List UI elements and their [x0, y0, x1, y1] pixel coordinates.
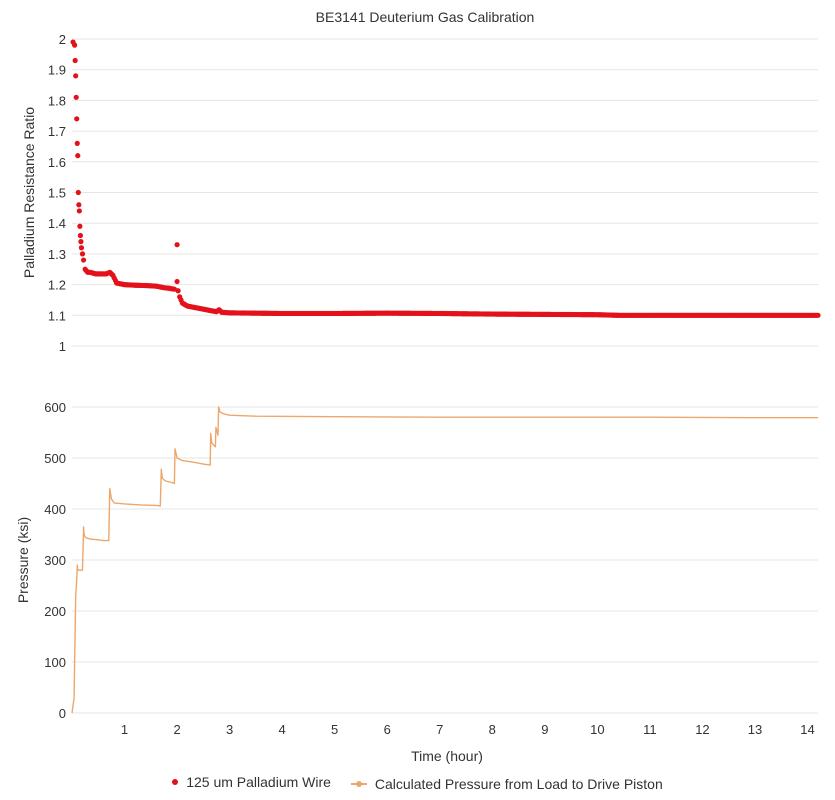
data-point: [77, 223, 83, 229]
top-y-axis-label: Palladium Resistance Ratio: [21, 107, 37, 278]
y-tick-label: 1.8: [48, 93, 66, 108]
data-point: [78, 245, 85, 251]
data-point: [75, 189, 81, 196]
data-point: [74, 116, 80, 122]
y-tick-label: 500: [44, 451, 66, 466]
data-point: [72, 42, 78, 48]
top-panel-gridlines: [72, 38, 818, 347]
data-point: [175, 288, 181, 294]
y-tick-label: 1.5: [48, 186, 66, 201]
legend-item-pressure[interactable]: Calculated Pressure from Load to Drive P…: [350, 776, 663, 792]
y-tick-label: 0: [59, 706, 66, 721]
x-tick-label: 1: [121, 722, 128, 737]
y-tick-label: 1.7: [48, 124, 66, 139]
data-point: [73, 73, 79, 79]
legend-label: Calculated Pressure from Load to Drive P…: [374, 776, 663, 792]
legend-item-palladium-wire[interactable]: 125 um Palladium Wire: [172, 774, 331, 790]
x-tick-label: 6: [384, 722, 391, 737]
bottom-panel-gridlines: [72, 406, 818, 714]
data-point: [76, 202, 82, 208]
x-tick-label: 14: [800, 722, 814, 737]
y-tick-label: 1.4: [48, 216, 66, 231]
y-tick-label: 300: [44, 553, 66, 568]
data-point: [74, 140, 80, 146]
y-tick-label: 1.1: [48, 308, 66, 323]
data-point: [174, 242, 180, 248]
data-point: [73, 94, 79, 100]
pressure-series: [71, 406, 818, 714]
palladium-wire-series: [70, 39, 821, 318]
y-tick-label: 1.2: [48, 278, 66, 293]
x-tick-label: 7: [436, 722, 443, 737]
y-tick-label: 2: [59, 32, 66, 47]
chart-title: BE3141 Deuterium Gas Calibration: [316, 9, 535, 25]
legend-label: 125 um Palladium Wire: [186, 774, 331, 790]
data-point: [174, 278, 180, 285]
x-tick-label: 13: [748, 722, 762, 737]
data-point: [72, 57, 78, 64]
y-tick-label: 100: [44, 655, 66, 670]
y-tick-label: 200: [44, 604, 66, 619]
x-tick-label: 2: [173, 722, 180, 737]
data-point: [77, 232, 84, 239]
y-tick-label: 400: [44, 502, 66, 517]
x-tick-label: 9: [541, 722, 548, 737]
x-tick-label: 3: [226, 722, 233, 737]
data-point: [76, 208, 82, 214]
data-point: [79, 251, 86, 257]
data-point: [78, 239, 84, 245]
x-tick-labels: 1 2 3 4 5 6 7 8 9 10 11 12 13 14: [121, 722, 815, 737]
y-tick-label: 1.9: [48, 63, 66, 78]
y-tick-label: 1.6: [48, 155, 66, 170]
x-tick-label: 12: [695, 722, 709, 737]
data-point: [80, 257, 87, 263]
x-tick-label: 8: [489, 722, 496, 737]
x-tick-label: 10: [590, 722, 604, 737]
x-axis-label: Time (hour): [411, 748, 483, 764]
pressure-line: [71, 406, 818, 714]
data-point: [75, 153, 81, 159]
y-tick-label: 600: [44, 400, 66, 415]
top-panel-y-tick-labels: 1 1.1 1.2 1.3 1.4 1.5 1.6 1.7 1.8 1.9 2: [48, 32, 66, 354]
data-point: [815, 312, 821, 318]
x-tick-label: 11: [643, 722, 657, 737]
legend-marker-line: [350, 781, 367, 787]
bottom-panel-y-tick-labels: 0 100 200 300 400 500 600: [44, 400, 66, 721]
x-tick-label: 5: [331, 722, 338, 737]
y-tick-label: 1.3: [48, 247, 66, 262]
y-tick-label: 1: [59, 339, 66, 354]
legend: 125 um Palladium Wire Calculated Pressur…: [0, 772, 835, 792]
x-tick-label: 4: [279, 722, 286, 737]
bottom-y-axis-label: Pressure (ksi): [15, 517, 31, 603]
legend-marker-dot: [172, 779, 179, 785]
